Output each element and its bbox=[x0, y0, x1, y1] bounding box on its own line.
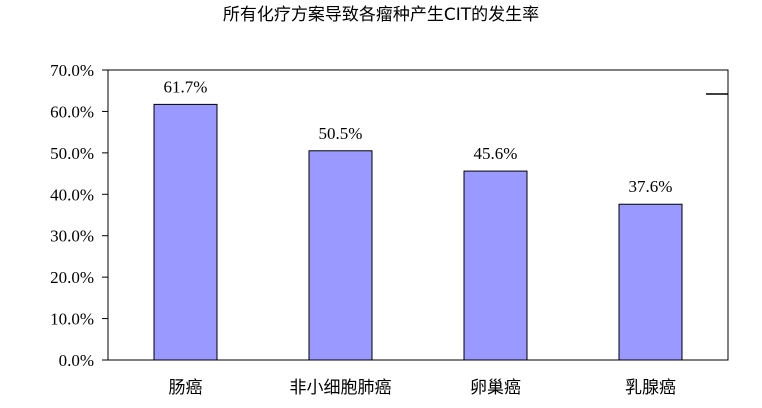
plot-frame bbox=[107, 69, 729, 361]
x-category-label: 卵巢癌 bbox=[470, 378, 521, 398]
chart-title: 所有化疗方案导致各瘤种产生CIT的发生率 bbox=[223, 5, 539, 25]
x-category-label: 肠癌 bbox=[169, 378, 203, 398]
bar bbox=[618, 203, 683, 361]
y-tick-label: 40.0% bbox=[50, 185, 94, 204]
y-tick-label: 70.0% bbox=[50, 61, 94, 80]
data-label: 61.7% bbox=[164, 77, 208, 96]
y-tick-label: 60.0% bbox=[50, 102, 94, 121]
bar bbox=[308, 150, 373, 361]
y-tick-label: 50.0% bbox=[50, 144, 94, 163]
x-category-label: 非小细胞肺癌 bbox=[290, 378, 392, 398]
data-label: 37.6% bbox=[629, 177, 673, 196]
data-label: 50.5% bbox=[319, 124, 363, 143]
y-tick-label: 0.0% bbox=[59, 351, 94, 370]
y-tick-label: 20.0% bbox=[50, 268, 94, 287]
plot-area: 0.0% 10.0% 20.0% 30.0% 40.0% 50.0% 60.0% 70.0% 6… bbox=[50, 61, 729, 398]
bar bbox=[463, 170, 528, 361]
data-label: 45.6% bbox=[474, 144, 518, 163]
bar bbox=[153, 103, 218, 361]
x-category-label: 乳腺癌 bbox=[625, 378, 676, 398]
y-tick-label: 10.0% bbox=[50, 310, 94, 329]
y-tick-label: 30.0% bbox=[50, 227, 94, 246]
